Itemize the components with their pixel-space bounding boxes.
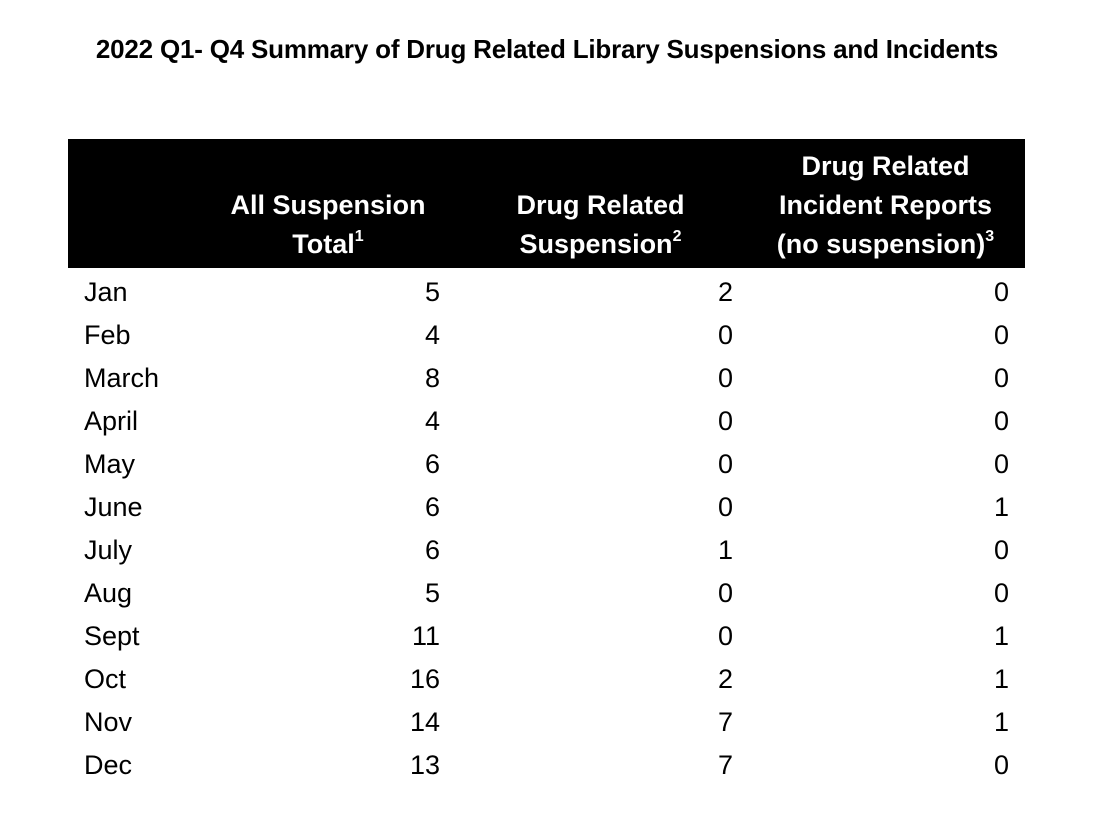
all-suspension-cell: 4 — [424, 320, 440, 350]
table-row: Jan 5 2 0 — [68, 271, 1025, 314]
incident-cell: 0 — [993, 750, 1009, 780]
drug-suspension-cell: 0 — [717, 406, 733, 436]
drug-suspension-cell: 2 — [717, 277, 733, 307]
table-row: June 6 0 1 — [68, 486, 1025, 529]
all-suspension-cell: 6 — [424, 492, 440, 522]
month-cell: Dec — [84, 750, 133, 780]
header-line: Drug Related — [516, 190, 685, 220]
header-line-text: (no suspension) — [776, 229, 986, 259]
month-cell: Feb — [84, 320, 131, 350]
month-cell: April — [84, 406, 139, 436]
table-row: March 8 0 0 — [68, 357, 1025, 400]
drug-suspension-cell: 1 — [717, 535, 733, 565]
drug-suspension-cell: 7 — [717, 707, 733, 737]
footnote-marker: 3 — [985, 228, 995, 245]
drug-suspension-cell: 0 — [717, 320, 733, 350]
all-suspension-cell: 11 — [411, 621, 440, 651]
table-row: Sept 11 0 1 — [68, 615, 1025, 658]
month-cell: Aug — [84, 578, 133, 608]
page-title: 2022 Q1- Q4 Summary of Drug Related Libr… — [95, 34, 999, 64]
all-suspension-cell: 8 — [424, 363, 440, 393]
table-body: Jan 5 2 0 Feb 4 0 0 March 8 0 0 April 4 0 0 May 6 0 0 J… — [68, 271, 1025, 787]
incident-cell: 0 — [993, 277, 1009, 307]
footnote-marker: 1 — [354, 228, 364, 245]
drug-suspension-cell: 0 — [717, 449, 733, 479]
all-suspension-cell: 16 — [409, 664, 440, 694]
header-line-text: Suspension — [519, 229, 673, 259]
drug-suspension-cell: 0 — [717, 492, 733, 522]
table-row: Feb 4 0 0 — [68, 314, 1025, 357]
table-row: May 6 0 0 — [68, 443, 1025, 486]
header-drug-related-incident-reports: Drug Related Incident Reports (no suspen… — [758, 147, 1013, 264]
header-line: Total1 — [213, 225, 443, 264]
incident-cell: 0 — [993, 535, 1009, 565]
header-line: (no suspension)3 — [758, 225, 1013, 264]
month-cell: May — [84, 449, 136, 479]
month-cell: Sept — [84, 621, 140, 651]
header-drug-related-suspension: Drug Related Suspension2 — [498, 186, 703, 264]
all-suspension-cell: 5 — [424, 578, 440, 608]
all-suspension-cell: 4 — [424, 406, 440, 436]
header-line: All Suspension — [230, 190, 426, 220]
table-row: Dec 13 7 0 — [68, 744, 1025, 787]
drug-suspension-cell: 0 — [717, 363, 733, 393]
month-cell: Nov — [84, 707, 133, 737]
all-suspension-cell: 14 — [409, 707, 440, 737]
all-suspension-cell: 5 — [424, 277, 440, 307]
drug-suspension-cell: 2 — [717, 664, 733, 694]
all-suspension-cell: 6 — [424, 449, 440, 479]
drug-suspension-cell: 7 — [717, 750, 733, 780]
table-row: July 6 1 0 — [68, 529, 1025, 572]
incident-cell: 1 — [993, 664, 1009, 694]
incident-cell: 0 — [993, 578, 1009, 608]
header-line: Suspension2 — [498, 225, 703, 264]
header-line-text: Total — [292, 229, 355, 259]
all-suspension-cell: 13 — [409, 750, 440, 780]
month-cell: March — [84, 363, 160, 393]
incident-cell: 1 — [993, 621, 1009, 651]
incident-cell: 1 — [993, 492, 1009, 522]
month-cell: Oct — [84, 664, 127, 694]
table-header: All Suspension Total1 Drug Related Suspe… — [68, 139, 1025, 268]
incident-cell: 1 — [993, 707, 1009, 737]
month-cell: July — [84, 535, 133, 565]
all-suspension-cell: 6 — [424, 535, 440, 565]
incident-cell: 0 — [993, 406, 1009, 436]
header-line: Incident Reports — [778, 190, 993, 220]
header-all-suspension-total: All Suspension Total1 — [213, 186, 443, 264]
incident-cell: 0 — [993, 449, 1009, 479]
month-cell: June — [84, 492, 143, 522]
table-row: April 4 0 0 — [68, 400, 1025, 443]
footnote-marker: 2 — [672, 228, 682, 245]
month-cell: Jan — [84, 277, 128, 307]
table-row: Nov 14 7 1 — [68, 701, 1025, 744]
drug-suspension-cell: 0 — [717, 578, 733, 608]
incident-cell: 0 — [993, 363, 1009, 393]
table-row: Aug 5 0 0 — [68, 572, 1025, 615]
header-line: Drug Related — [801, 151, 970, 181]
table-row: Oct 16 2 1 — [68, 658, 1025, 701]
drug-suspension-cell: 0 — [717, 621, 733, 651]
incident-cell: 0 — [993, 320, 1009, 350]
